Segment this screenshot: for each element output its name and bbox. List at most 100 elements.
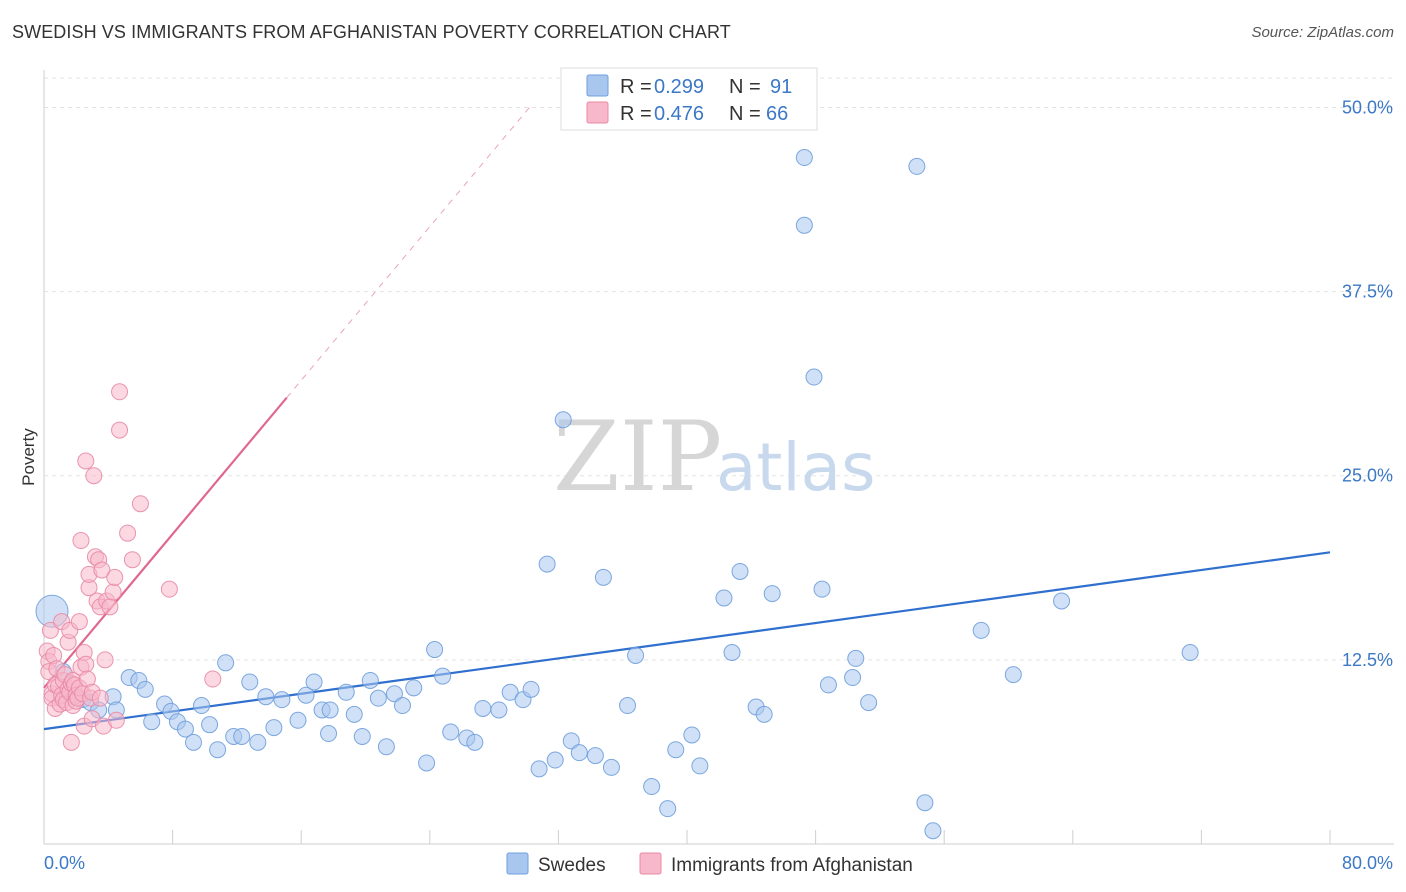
swedes-point: [320, 725, 338, 743]
series-legend: Swedes Immigrants from Afghanistan: [506, 852, 913, 876]
swedes-point: [377, 738, 395, 756]
watermark: ZIP atlas: [553, 401, 876, 513]
swedes-point: [570, 744, 588, 762]
bottom-legend-label-swedes: Swedes: [538, 855, 606, 876]
swedes-point: [501, 683, 519, 701]
swedes-point: [305, 673, 323, 691]
afghanistan-point: [41, 621, 59, 639]
legend-r-label-swedes: R =: [620, 76, 652, 98]
chart-source: Source: ZipAtlas.com: [1251, 24, 1394, 41]
swedes-point: [426, 641, 444, 659]
swedes-point: [136, 680, 154, 698]
swedes-point: [466, 733, 484, 751]
swedes-point: [691, 757, 709, 775]
afghanistan-point: [104, 583, 122, 601]
swedes-point: [434, 667, 452, 685]
axes: [43, 70, 1394, 845]
swedes-point: [217, 654, 235, 672]
swedes-point: [474, 699, 492, 717]
swedes-point: [184, 733, 202, 751]
legend-n-label-swedes: N =: [729, 76, 761, 98]
afghanistan-point: [62, 733, 80, 751]
legend-swatch-swedes: [586, 74, 609, 97]
y-tick-label: 25.0%: [1342, 466, 1393, 486]
data-points: [35, 149, 1199, 840]
swedes-point: [405, 679, 423, 697]
swedes-point: [860, 694, 878, 712]
swedes-point: [731, 562, 749, 580]
afghanistan-point: [107, 711, 125, 729]
swedes-point: [844, 669, 862, 687]
swedes-point: [554, 411, 572, 429]
afghanistan-point: [123, 551, 141, 569]
swedes-point: [418, 754, 436, 772]
swedes-point: [643, 778, 661, 796]
legend-n-value-swedes: 91: [770, 76, 792, 98]
swedes-point: [659, 800, 677, 818]
afghanistan-point: [93, 561, 111, 579]
swedes-point: [209, 741, 227, 759]
y-tick-label: 37.5%: [1342, 282, 1393, 302]
swedes-point: [385, 685, 403, 703]
swedes-point: [562, 732, 580, 750]
x-tick-label-max: 80.0%: [1342, 853, 1393, 873]
swedes-point: [176, 720, 194, 738]
legend-r-label-afghanistan: R =: [620, 103, 652, 125]
legend-swatch-afghanistan: [586, 101, 609, 124]
swedes-point: [257, 688, 275, 706]
swedes-point: [619, 697, 637, 715]
afghanistan-point: [131, 495, 149, 513]
x-ticks: [43, 830, 1331, 844]
swedes-point: [546, 751, 564, 769]
afghanistan-trend-extension: [286, 107, 530, 398]
swedes-point: [763, 585, 781, 603]
correlation-legend: R = 0.299 N = 91 R = 0.476 N = 66: [560, 67, 818, 131]
swedes-point: [715, 589, 733, 607]
swedes-point: [369, 689, 387, 707]
swedes-point: [908, 157, 926, 175]
bottom-legend-label-afghanistan: Immigrants from Afghanistan: [671, 855, 913, 876]
afghanistan-point: [77, 655, 95, 673]
swedes-point: [847, 649, 865, 667]
swedes-point: [924, 822, 942, 840]
y-tick-label: 50.0%: [1342, 97, 1393, 117]
swedes-point: [345, 705, 363, 723]
chart-title: SWEDISH VS IMMIGRANTS FROM AFGHANISTAN P…: [12, 22, 731, 42]
swedes-point: [723, 644, 741, 661]
swedes-point: [1053, 592, 1071, 610]
afghanistan-point: [101, 598, 119, 616]
swedes-point: [265, 719, 283, 737]
swedes-point: [1181, 644, 1199, 661]
swedes-point: [602, 758, 620, 776]
legend-n-label-afghanistan: N =: [729, 103, 761, 125]
swedes-point: [297, 686, 315, 704]
afghanistan-point: [91, 689, 109, 707]
swedes-point: [193, 697, 211, 715]
swedes-point: [321, 701, 339, 719]
swedes-point: [819, 676, 837, 694]
watermark-atlas: atlas: [716, 429, 876, 506]
afghanistan-point: [111, 421, 129, 439]
swedes-point: [233, 727, 251, 745]
swedes-point: [538, 555, 556, 573]
legend-r-value-afghanistan: 0.476: [654, 103, 704, 125]
swedes-point: [916, 794, 934, 812]
swedes-point: [972, 621, 990, 639]
swedes-point: [490, 701, 508, 719]
swedes-point: [1004, 666, 1022, 684]
swedes-point: [353, 727, 371, 745]
bottom-legend-swatch-afghanistan: [639, 852, 662, 875]
swedes-point: [667, 741, 685, 759]
afghanistan-point: [111, 383, 129, 401]
legend-n-value-afghanistan: 66: [766, 103, 788, 125]
afghanistan-point: [204, 670, 222, 688]
bottom-legend-swatch-swedes: [506, 852, 529, 875]
swedes-point: [289, 711, 307, 729]
swedes-point: [442, 723, 460, 741]
swedes-point: [795, 149, 813, 167]
swedes-point: [813, 580, 831, 598]
swedes-point: [249, 733, 267, 751]
swedes-point: [361, 671, 379, 689]
afghanistan-point: [70, 613, 88, 631]
